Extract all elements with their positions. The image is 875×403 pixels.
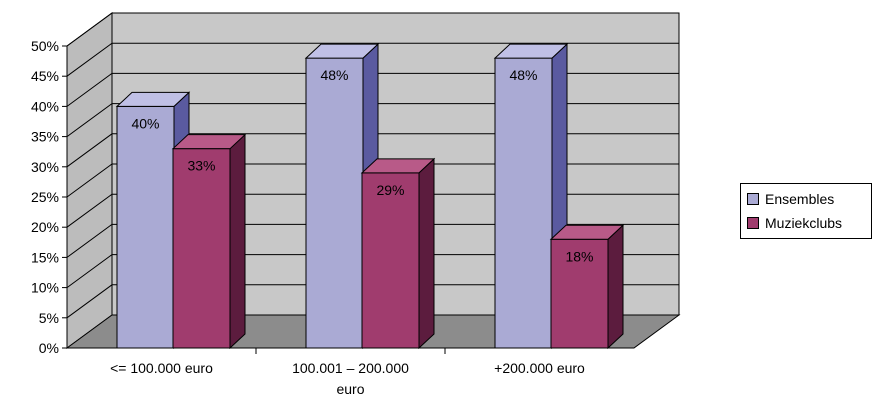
- y-tick-label: 10%: [31, 280, 59, 296]
- legend-item-muziekclubs: Muziekclubs: [747, 211, 871, 235]
- y-tick-label: 35%: [31, 129, 59, 145]
- gridline: [66, 103, 679, 138]
- bar-ensembles-top: [115, 91, 191, 107]
- chart-axes: 0% 5% 10% 15% 20% 25% 30% 35% 40% 45% 50%: [31, 38, 634, 356]
- data-label-ensembles: 40%: [131, 115, 159, 131]
- data-label-muziekclubs: 29%: [376, 182, 404, 198]
- bar-muziekclubs-top: [549, 224, 625, 240]
- bar-ensembles-front: [305, 57, 364, 349]
- gridline: [66, 163, 679, 198]
- data-label-muziekclubs: 33%: [187, 158, 215, 174]
- legend-swatch-muziekclubs: [747, 217, 759, 229]
- chart-gridlines: [66, 12, 679, 319]
- gridline: [66, 72, 679, 107]
- gridline: [66, 223, 679, 258]
- legend-swatch-ensembles: [747, 193, 759, 205]
- y-tick-label: 0%: [39, 340, 59, 356]
- bar-muziekclubs-side: [229, 133, 246, 350]
- y-tick-label: 15%: [31, 249, 59, 265]
- bar-muziekclubs-front: [361, 172, 420, 349]
- gridline: [66, 284, 679, 319]
- bar-ensembles-top: [304, 43, 380, 59]
- x-category-label: 100.001 – 200.000: [292, 360, 409, 376]
- chart-bars: [115, 42, 625, 350]
- data-label-muziekclubs: 18%: [565, 248, 593, 264]
- y-tick-label: 20%: [31, 219, 59, 235]
- data-label-ensembles: 48%: [509, 67, 537, 83]
- bar-ensembles-top: [493, 43, 569, 59]
- bar-muziekclubs-top: [171, 134, 247, 150]
- bar-muziekclubs-side: [607, 224, 624, 350]
- x-category-label: euro: [336, 381, 364, 397]
- legend-label-muziekclubs: Muziekclubs: [765, 215, 843, 231]
- x-category-label: <= 100.000 euro: [110, 360, 213, 376]
- gridline: [66, 42, 679, 77]
- legend-item-ensembles: Ensembles: [747, 187, 871, 211]
- data-label-ensembles: 48%: [320, 67, 348, 83]
- bar-muziekclubs-front: [172, 148, 231, 349]
- y-tick-label: 50%: [31, 38, 59, 54]
- gridline: [66, 193, 679, 228]
- gridline: [66, 12, 679, 47]
- y-tick-label: 40%: [31, 98, 59, 114]
- bar-muziekclubs-top: [360, 158, 436, 174]
- gridline: [66, 133, 679, 168]
- bar-ensembles-front: [494, 57, 553, 349]
- chart-legend: Ensembles Muziekclubs: [740, 183, 872, 239]
- chart-labels: <= 100.000 euro 40% 33% 100.001 – 200.000 eu…: [110, 67, 593, 397]
- x-category-label: +200.000 euro: [494, 360, 585, 376]
- bar-muziekclubs-side: [418, 157, 435, 350]
- y-tick-label: 5%: [39, 310, 59, 326]
- y-tick-label: 45%: [31, 68, 59, 84]
- y-tick-label: 25%: [31, 189, 59, 205]
- legend-label-ensembles: Ensembles: [765, 191, 835, 207]
- bar-ensembles-front: [116, 105, 175, 349]
- gridline: [66, 254, 679, 289]
- y-tick-label: 30%: [31, 159, 59, 175]
